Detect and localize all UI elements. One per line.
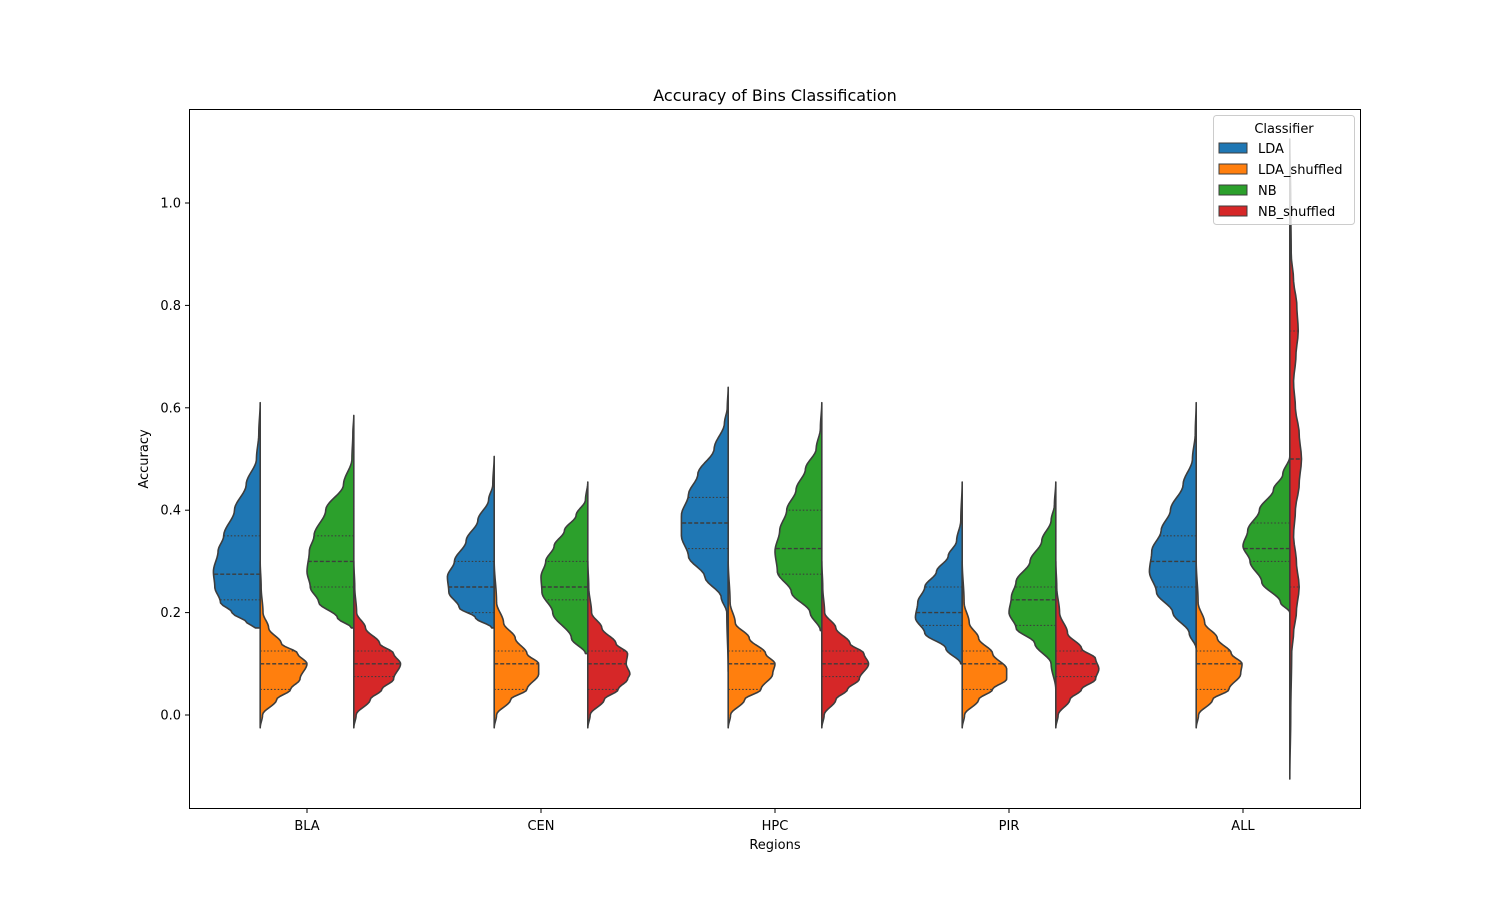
legend-swatch-lda [1218, 142, 1248, 154]
violin-pir-lda [914, 481, 963, 665]
violin-all-lda-shuffled [1195, 560, 1243, 729]
violin-bla-nb [306, 414, 355, 629]
violin-pir-lda-shuffled [961, 560, 1008, 729]
violin-hpc-lda [680, 386, 729, 673]
violin-hpc-nb [774, 401, 823, 632]
violin-cen-nb-shuffled [587, 560, 631, 729]
y-tick-label: 1.0 [160, 197, 181, 212]
x-tick-label-cen: CEN [527, 819, 554, 834]
y-tick-label: 0.6 [160, 401, 181, 416]
violins-layer [212, 138, 1303, 780]
legend-label-lda-shuffled: LDA_shuffled [1258, 163, 1343, 178]
x-axis: BLA CEN HPC PIR ALL [294, 808, 1255, 834]
violin-bla-lda-shuffled [259, 560, 308, 729]
violin-pir-nb-shuffled [1055, 560, 1100, 729]
legend-label-lda: LDA [1258, 142, 1284, 157]
legend-label-nb: NB [1258, 184, 1277, 199]
legend-title: Classifier [1254, 122, 1314, 137]
y-axis-label: Accuracy [137, 429, 152, 489]
y-tick-label: 0.2 [160, 606, 181, 621]
x-tick-label-pir: PIR [999, 819, 1020, 834]
legend-swatch-nb [1218, 184, 1248, 196]
x-axis-label: Regions [749, 838, 801, 853]
violin-cen-nb [540, 481, 589, 655]
legend-frame [1213, 115, 1355, 225]
chart-title: Accuracy of Bins Classification [653, 86, 897, 105]
violin-all-nb [1242, 455, 1291, 614]
y-axis: 0.0 0.2 0.4 0.6 0.8 1.0 [160, 197, 190, 724]
legend-entries: LDA LDA_shuffled NB NB_shuffled [1218, 142, 1343, 220]
violin-bla-lda [212, 401, 261, 629]
legend-swatch-lda-shuffled [1218, 163, 1248, 175]
violin-hpc-nb-shuffled [821, 560, 870, 729]
y-tick-label: 0.8 [160, 299, 181, 314]
legend: Classifier LDA LDA_shuffled NB NB_shuffled [1213, 115, 1355, 225]
y-tick-label: 0.0 [160, 709, 181, 724]
legend-swatch-nb-shuffled [1218, 205, 1248, 217]
x-tick-label-hpc: HPC [762, 819, 789, 834]
violin-all-nb-shuffled [1289, 138, 1303, 780]
x-tick-label-all: ALL [1231, 819, 1255, 834]
violin-bla-nb-shuffled [353, 560, 402, 729]
violin-hpc-lda-shuffled [727, 560, 776, 729]
x-tick-label-bla: BLA [294, 819, 319, 834]
legend-label-nb-shuffled: NB_shuffled [1258, 205, 1335, 220]
violin-pir-nb [1008, 481, 1057, 691]
violin-cen-lda-shuffled [493, 560, 540, 729]
y-tick-label: 0.4 [160, 504, 181, 519]
violin-cen-lda [446, 455, 495, 629]
